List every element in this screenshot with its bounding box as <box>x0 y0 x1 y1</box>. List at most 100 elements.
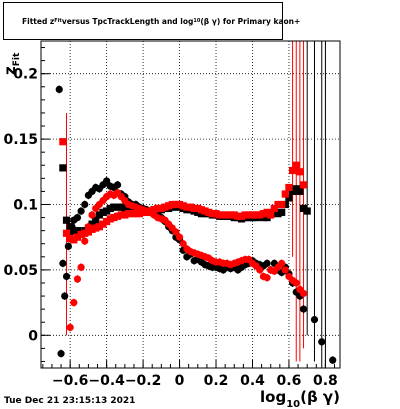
circle-marker <box>281 266 289 274</box>
x-tick-label: 0 <box>175 373 185 389</box>
square-marker <box>124 206 133 214</box>
square-marker <box>285 194 293 202</box>
square-marker <box>219 211 227 219</box>
square-marker <box>223 211 231 219</box>
square-marker <box>197 206 206 214</box>
y-tick-label: 0 <box>28 328 38 344</box>
circle-marker <box>310 316 319 324</box>
y-tick-label: 0.2 <box>13 67 38 83</box>
square-marker <box>62 229 71 237</box>
circle-marker <box>81 200 89 209</box>
square-marker <box>259 210 268 218</box>
square-marker <box>88 220 96 228</box>
square-marker <box>150 206 158 214</box>
square-marker <box>59 138 67 146</box>
square-marker <box>117 211 125 219</box>
square-marker <box>288 166 297 175</box>
square-marker <box>128 210 136 218</box>
square-marker <box>135 210 144 218</box>
square-marker <box>117 203 125 211</box>
square-marker <box>161 203 169 211</box>
square-marker <box>292 161 300 169</box>
circle-marker <box>256 266 264 274</box>
square-marker <box>292 185 300 193</box>
square-marker <box>73 233 82 241</box>
square-marker <box>95 211 103 219</box>
square-marker <box>154 204 162 213</box>
square-marker <box>99 220 107 228</box>
square-marker <box>208 210 216 218</box>
x-tick-label: −0.2 <box>125 373 162 389</box>
circle-marker <box>318 338 326 346</box>
square-marker <box>186 203 195 211</box>
circle-marker <box>73 213 82 222</box>
square-marker <box>168 200 176 209</box>
circle-marker <box>66 323 74 332</box>
square-marker <box>70 227 78 235</box>
square-marker <box>256 211 264 219</box>
square-marker <box>157 204 165 213</box>
circle-marker <box>81 237 89 245</box>
square-marker <box>165 202 173 210</box>
square-marker <box>248 211 257 219</box>
data-points <box>55 85 337 364</box>
x-tick-label: −0.6 <box>52 373 89 389</box>
square-marker <box>121 211 129 219</box>
circle-marker <box>263 274 271 282</box>
circle-marker <box>172 228 180 236</box>
circle-marker <box>175 233 184 241</box>
square-marker <box>62 216 71 224</box>
x-tick-label: 0.8 <box>313 373 338 389</box>
square-marker <box>194 208 202 216</box>
x-tick-label: 0.6 <box>277 373 302 389</box>
circle-marker <box>278 259 286 267</box>
square-marker <box>70 236 78 244</box>
x-tick-label: 0.2 <box>204 373 229 389</box>
square-marker <box>113 203 122 211</box>
circle-marker <box>299 305 308 313</box>
square-marker <box>110 203 118 211</box>
timestamp: Tue Dec 21 23:15:13 2021 <box>4 396 136 406</box>
circle-marker <box>77 207 85 215</box>
y-tick-label: 0.05 <box>3 263 38 279</box>
square-marker <box>274 200 282 209</box>
square-marker <box>175 200 184 209</box>
square-marker <box>88 225 96 233</box>
square-marker <box>66 223 74 231</box>
square-marker <box>179 202 187 210</box>
tick-labels: −0.6 −0.4 −0.2 0 0.2 0.4 0.6 0.8 0 0.05 0.1 0.15 0.2 <box>3 67 337 389</box>
square-marker <box>106 215 114 223</box>
y-tick-label: 0.15 <box>3 132 38 148</box>
circle-marker <box>329 356 337 364</box>
square-marker <box>124 210 133 218</box>
y-axis-label: zFit <box>1 52 22 75</box>
square-marker <box>205 208 213 216</box>
axis-ticks <box>41 47 336 368</box>
square-marker <box>84 228 93 236</box>
circle-marker <box>64 242 72 250</box>
square-marker <box>81 229 89 237</box>
square-marker <box>267 211 275 219</box>
square-marker <box>132 210 140 218</box>
circle-marker <box>263 259 271 267</box>
square-marker <box>92 224 100 232</box>
square-marker <box>212 210 220 218</box>
circle-marker <box>70 299 78 307</box>
square-marker <box>106 204 114 213</box>
square-marker <box>263 208 271 216</box>
circle-marker <box>61 292 69 300</box>
circle-marker <box>59 259 67 267</box>
square-marker <box>99 208 107 216</box>
circle-marker <box>73 275 82 283</box>
square-marker <box>113 212 122 220</box>
square-marker <box>263 213 271 222</box>
square-marker <box>230 211 238 219</box>
square-marker <box>303 207 311 215</box>
square-marker <box>259 213 268 222</box>
square-marker <box>197 210 206 218</box>
square-marker <box>201 207 209 215</box>
square-marker <box>216 211 224 219</box>
square-marker <box>299 204 308 213</box>
square-marker <box>190 204 198 213</box>
square-marker <box>146 207 154 215</box>
